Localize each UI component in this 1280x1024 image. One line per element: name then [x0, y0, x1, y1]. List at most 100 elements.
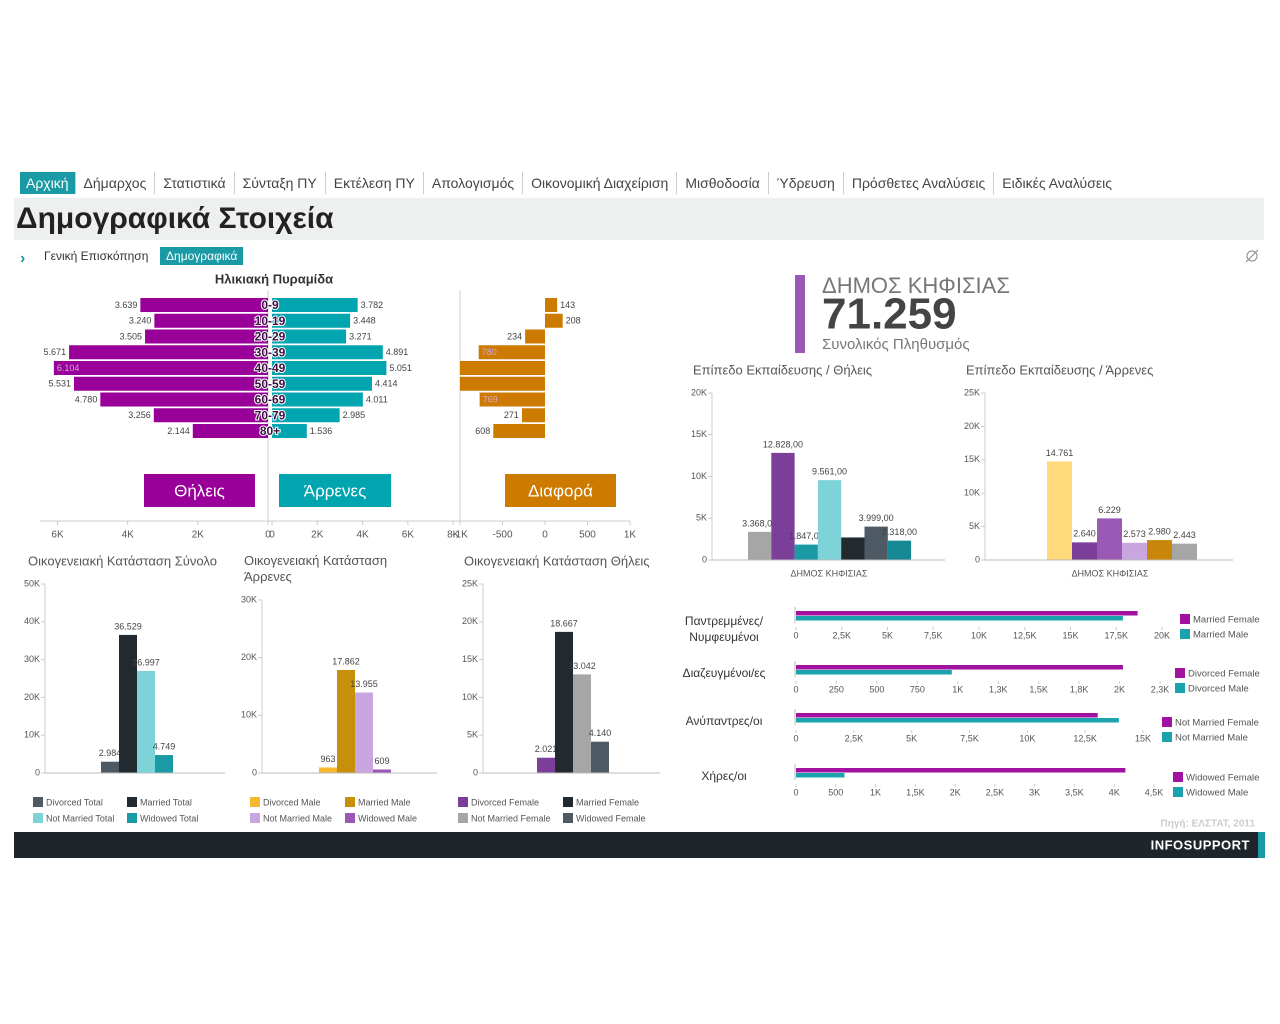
tab[interactable]: Γενική Επισκόπηση: [44, 249, 149, 263]
legend-label: Not Married Male: [263, 813, 332, 823]
x-tick-label: 6K: [402, 530, 415, 541]
legend-label: Άρρενες: [304, 481, 367, 500]
y-tick-label: 20K: [964, 421, 980, 431]
value-label: 12.828,00: [763, 439, 803, 449]
y-tick-label: 5K: [969, 521, 980, 531]
bar: [100, 392, 268, 407]
value-label: 36.529: [114, 621, 142, 631]
x-tick-label: 17,5K: [1104, 630, 1128, 640]
legend-button[interactable]: [505, 474, 616, 507]
bar: [796, 773, 845, 778]
x-tick-label: 2K: [311, 530, 324, 541]
bar: [545, 313, 563, 328]
value-label: 4.891: [386, 347, 409, 357]
tab[interactable]: Δημογραφικά: [160, 247, 244, 265]
value-label: 5.671: [44, 347, 67, 357]
y-tick-label: 0: [35, 767, 40, 777]
bar: [154, 313, 268, 328]
bar: [460, 361, 545, 375]
kpi-bar: [795, 275, 805, 353]
value-label: 1.536: [310, 426, 333, 436]
bar: [153, 408, 268, 423]
y-tick-label: 10K: [24, 730, 40, 740]
bar: [796, 611, 1138, 616]
value-label: 26.997: [132, 657, 160, 667]
y-tick-label: 40K: [24, 616, 40, 626]
value-label: 609: [374, 756, 389, 766]
value-label: 2.021: [535, 744, 558, 754]
value-label: 2.443: [1173, 530, 1196, 540]
x-tick-label: 1,5K: [1029, 684, 1048, 694]
value-label: 6.229: [1098, 505, 1121, 515]
value-label: 13.042: [568, 661, 596, 671]
x-tick-label: 0: [542, 530, 548, 541]
nav-item[interactable]: Μισθοδοσία: [676, 172, 767, 194]
category-label: 80+: [260, 424, 280, 438]
value-label: 18.667: [550, 618, 578, 628]
bar: [479, 392, 545, 407]
legend-swatch: [33, 813, 43, 823]
bar: [794, 544, 818, 560]
x-tick-label: ΔΗΜΟΣ ΚΗΦΙΣΙΑΣ: [1072, 568, 1149, 578]
value-label: 2.640: [1073, 529, 1096, 539]
category-label: 60-69: [255, 393, 286, 407]
legend-label: Not Married Total: [46, 813, 114, 823]
legend-label: Widowed Male: [358, 813, 417, 823]
bar: [272, 408, 340, 423]
y-tick-label: 20K: [241, 652, 257, 662]
bar: [460, 376, 545, 391]
legend-label: Divorced Female: [1188, 669, 1260, 680]
nav-item[interactable]: Πρόσθετες Αναλύσεις: [842, 172, 993, 194]
legend-swatch: [1175, 683, 1185, 693]
bar: [140, 298, 268, 312]
nav-item[interactable]: Αρχική: [20, 172, 75, 194]
legend-label: Divorced Total: [46, 797, 103, 807]
y-tick-label: 30K: [241, 594, 257, 604]
legend-swatch: [458, 813, 468, 823]
chart-title: Οικογενειακή Κατάσταση Άρρενες: [244, 553, 388, 584]
nav-item[interactable]: Εκτέλεση ΠΥ: [324, 172, 423, 194]
clear-filter-icon[interactable]: [1245, 249, 1259, 263]
nav-item[interactable]: Δήμαρχος: [74, 172, 155, 194]
y-tick-label: 15K: [691, 429, 707, 439]
x-tick-label: 1,3K: [989, 684, 1008, 694]
bar: [537, 757, 555, 773]
nav-item[interactable]: Ειδικές Αναλύσεις: [993, 172, 1120, 194]
nav-item[interactable]: Απολογισμός: [422, 172, 522, 194]
bar: [796, 718, 1119, 723]
x-tick-label: 1,5K: [906, 787, 925, 797]
bar: [53, 361, 269, 375]
category-label: 10-19: [255, 314, 286, 328]
legend-label: Divorced Female: [471, 797, 539, 807]
y-tick-label: 20K: [691, 387, 707, 397]
value-label: 3.256: [128, 410, 151, 420]
legend-swatch: [458, 797, 468, 807]
x-tick-label: 0: [269, 530, 275, 541]
legend-swatch: [563, 813, 573, 823]
nav-item[interactable]: Ύδρευση: [767, 172, 843, 194]
bar: [887, 540, 912, 560]
nav-item[interactable]: Οικονομική Διαχείριση: [522, 172, 676, 194]
x-tick-label: 4,5K: [1145, 787, 1164, 797]
bar: [319, 767, 337, 773]
legend-swatch: [1180, 629, 1190, 639]
x-tick-label: 500: [828, 787, 843, 797]
x-tick-label: 15K: [1135, 733, 1151, 743]
value-label: 2.573: [1123, 529, 1146, 539]
category-label: 50-59: [255, 377, 286, 391]
chart-title: Επίπεδο Εκπαίδευσης / Θήλεις: [693, 362, 872, 377]
x-tick-label: 4K: [122, 530, 135, 541]
footer-stripe: [1258, 832, 1265, 858]
bar: [355, 692, 373, 773]
value-label: 3.999,00: [859, 513, 894, 523]
x-tick-label: 12,5K: [1073, 733, 1097, 743]
legend-button[interactable]: [144, 474, 255, 507]
value-label: 4.749: [153, 741, 176, 751]
nav-item[interactable]: Σύνταξη ΠΥ: [233, 172, 325, 194]
nav-item[interactable]: Στατιστικά: [154, 172, 233, 194]
x-tick-label: 2,5K: [845, 733, 864, 743]
legend-button[interactable]: [279, 474, 391, 507]
legend-swatch: [250, 813, 260, 823]
x-tick-label: 2,5K: [986, 787, 1005, 797]
